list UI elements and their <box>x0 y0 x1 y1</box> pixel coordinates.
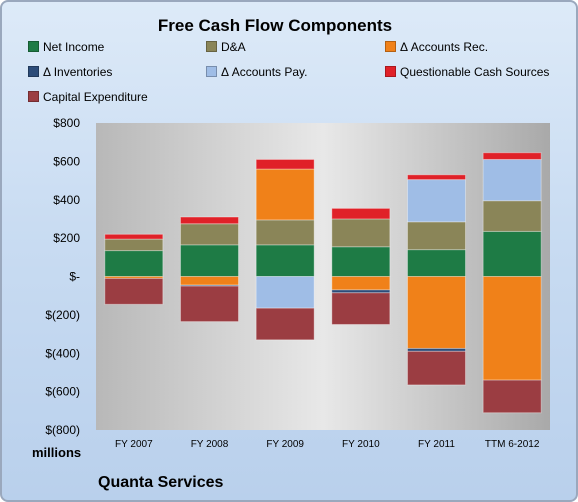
legend-swatch <box>206 66 217 77</box>
legend-swatch <box>28 41 39 52</box>
legend-swatch <box>385 66 396 77</box>
plot-area <box>96 123 550 430</box>
legend-item-accounts-pay: Δ Accounts Pay. <box>206 65 308 79</box>
bar-accounts-pay-fy-2009 <box>255 276 315 309</box>
y-tick-label: $800 <box>53 116 80 130</box>
bar-capital-expenditure-fy-2010 <box>331 292 391 325</box>
y-tick-label: $400 <box>53 193 80 207</box>
bar-capital-expenditure-fy-2007 <box>104 277 164 305</box>
bar-accounts-pay-ttm-6-2012 <box>482 158 542 202</box>
x-tick-label: FY 2008 <box>191 439 229 450</box>
bar-net-income-ttm-6-2012 <box>482 230 542 278</box>
legend-swatch <box>28 66 39 77</box>
legend-swatch <box>385 41 396 52</box>
x-tick-label: FY 2007 <box>115 439 153 450</box>
bar-accounts-rec-ttm-6-2012 <box>482 276 542 381</box>
bar-questionable-cash-sources-ttm-6-2012 <box>482 152 542 160</box>
bar-capital-expenditure-fy-2009 <box>255 307 315 341</box>
legend-label: Net Income <box>43 40 105 54</box>
bar-accounts-rec-fy-2008 <box>180 276 239 286</box>
bar-net-income-fy-2008 <box>180 244 239 277</box>
bar-capital-expenditure-fy-2011 <box>407 350 466 386</box>
bar-net-income-fy-2011 <box>407 249 466 277</box>
x-tick-label: FY 2010 <box>342 439 380 450</box>
bar-group <box>104 152 542 414</box>
chart-title: Free Cash Flow Components <box>157 16 393 35</box>
bar-questionable-cash-sources-fy-2009 <box>255 158 315 170</box>
legend-swatch <box>28 91 39 102</box>
y-tick-label: $(600) <box>45 385 80 399</box>
bar-accounts-rec-fy-2011 <box>407 276 466 349</box>
x-tick-label: TTM 6-2012 <box>485 439 540 450</box>
legend-label: Δ Accounts Rec. <box>400 40 489 54</box>
legend-label: Δ Accounts Pay. <box>221 65 308 79</box>
bar-capital-expenditure-ttm-6-2012 <box>482 379 542 414</box>
bar-net-income-fy-2010 <box>331 246 391 277</box>
bar-questionable-cash-sources-fy-2007 <box>104 233 164 240</box>
bar-accounts-rec-fy-2010 <box>331 276 391 291</box>
legend-item-capital-expenditure: Capital Expenditure <box>28 90 148 104</box>
legend-item-accounts-rec: Δ Accounts Rec. <box>385 40 488 54</box>
legend-label: Questionable Cash Sources <box>400 65 550 79</box>
legend-item-d-a: D&A <box>206 40 246 54</box>
legend-label: Δ Inventories <box>43 65 113 79</box>
legend-label: Capital Expenditure <box>43 90 148 104</box>
company-name: Quanta Services <box>98 474 224 491</box>
y-tick-label: $- <box>69 270 80 284</box>
bar-d-a-fy-2009 <box>255 219 315 246</box>
y-tick-label: $(800) <box>45 423 80 437</box>
bar-questionable-cash-sources-fy-2010 <box>331 207 391 220</box>
legend-label: D&A <box>221 40 246 54</box>
y-tick-label: $200 <box>53 231 80 245</box>
bar-net-income-fy-2009 <box>255 244 315 277</box>
bar-accounts-pay-fy-2011 <box>407 179 466 223</box>
bar-net-income-fy-2007 <box>104 250 164 278</box>
x-tick-label: FY 2009 <box>266 439 304 450</box>
bar-accounts-rec-fy-2009 <box>255 168 315 221</box>
x-axis: FY 2007 FY 2008 FY 2009 FY 2010 FY 2011 TTM 6… <box>115 439 540 450</box>
bar-d-a-fy-2007 <box>104 238 164 252</box>
legend-item-net-income: Net Income <box>28 40 104 54</box>
legend-item-questionable-cash-sources: Questionable Cash Sources <box>385 65 549 79</box>
y-tick-label: $(400) <box>45 346 80 360</box>
bar-capital-expenditure-fy-2008 <box>180 285 239 323</box>
bar-questionable-cash-sources-fy-2011 <box>407 174 466 181</box>
bar-questionable-cash-sources-fy-2008 <box>180 216 239 225</box>
x-tick-label: FY 2011 <box>418 439 455 450</box>
bar-inventories-fy-2010 <box>331 289 391 294</box>
bar-d-a-fy-2010 <box>331 218 391 248</box>
legend-item-inventories: Δ Inventories <box>28 65 112 79</box>
y-axis: $800 $600 $400 $200 $- $(200) $(400) $(600) $(80… <box>45 116 80 437</box>
bar-d-a-ttm-6-2012 <box>482 200 542 232</box>
bar-d-a-fy-2011 <box>407 221 466 251</box>
y-tick-label: $600 <box>53 154 80 168</box>
bar-d-a-fy-2008 <box>180 223 239 246</box>
units-label: millions <box>32 445 82 460</box>
y-tick-label: $(200) <box>45 308 80 322</box>
legend-swatch <box>206 41 217 52</box>
